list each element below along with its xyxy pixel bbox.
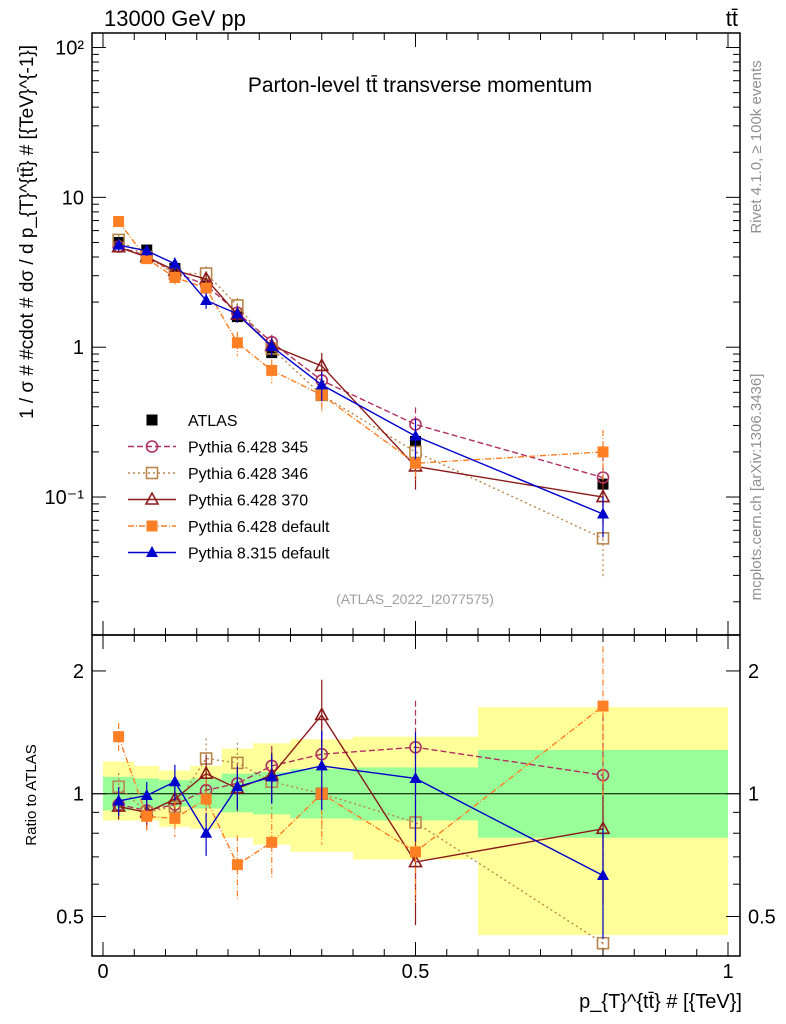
main-y-axis-label: 1 / σ # #cdot # dσ / d p_{T}^{tt̄} # [{T… [17,45,38,419]
pythia-6-428-default-ratio-point [200,793,212,805]
x-tick-label: 1 [722,961,733,983]
legend-marker [145,440,159,453]
ratio-y-tick-label-left: 0.5 [56,906,84,928]
pythia-6-428-370-line [118,246,604,498]
pythia-6-428-default-point [113,216,125,228]
ratio-series-layer [111,646,611,952]
pythia-6-428-default-point [169,271,181,283]
pythia-6-428-default-point [597,446,609,458]
pythia-6-428-default-ratio-point [597,700,609,712]
header-process: tt̄ [726,6,738,31]
pythia-8-315-default-ratio-point [597,869,609,881]
plot-title: Parton-level tt̄ transverse momentum [248,74,592,97]
pythia-8-315-default-point [200,293,213,305]
pythia-8-315-default-ratio-point [409,771,422,783]
x-tick-label: 0.5 [402,961,430,983]
pythia-8-315-default-point [140,244,153,256]
pythia-8-315-default-point [409,429,422,441]
pythia-6-428-370-ratio-point [314,706,330,721]
pythia-6-428-346-line [118,239,604,539]
ratio-y-tick-label-right: 2 [748,661,759,683]
legend-label: ATLAS [188,413,238,430]
legend-marker [146,414,158,426]
pythia-6-428-default-point [200,282,212,294]
pythia-8-315-default-ratio-point [231,780,244,792]
header-energy: 13000 GeV pp [104,6,246,31]
legend-label: Pythia 6.428 345 [188,440,308,457]
pythia-6-428-default-ratio-point [169,812,181,824]
pythia-6-428-default-ratio-point [113,731,125,743]
pythia-8-315-default-ratio-point [140,788,153,800]
pythia-8-315-default-ratio-point [315,759,328,771]
pythia-8-315-default-point [112,238,125,250]
main-y-tick-label: 10² [55,38,84,60]
pythia-8-315-default-ratio-point [112,794,125,806]
ratio-y-axis-label: Ratio to ATLAS [23,744,40,845]
legend-marker [145,466,159,480]
legend-label: Pythia 8.315 default [188,546,330,563]
pythia-8-315-default-ratio-point [168,775,181,787]
legend-label: Pythia 6.428 346 [188,466,308,483]
pythia-8-315-default-ratio-point [200,826,213,838]
analysis-label: (ATLAS_2022_I2077575) [336,591,494,607]
ratio-y-tick-label-right: 0.5 [748,906,776,928]
ratio-axes: 0.5 0.5 1 1 2 2 0 0.5 1 [56,33,776,983]
pythia-6-428-default-ratio-point [141,810,153,822]
pythia-6-428-370-point [314,357,330,372]
pythia-6-428-370-ratio-point [198,765,214,779]
pythia-6-428-default-point [231,337,243,349]
legend-marker [144,491,160,505]
pythia-6-428-default-point [141,253,153,265]
pythia-8-315-default-point [168,257,181,269]
x-tick-label: 0 [97,961,108,983]
ratio-y-tick-label-right: 1 [748,784,759,806]
legend-label: Pythia 6.428 370 [188,493,308,510]
legend-marker [146,546,158,557]
pythia-8-315-default-point [597,507,609,519]
pythia-8-315-default-point [315,378,328,390]
pythia-6-428-default-ratio-point [410,846,421,858]
main-y-tick-label: 10 [62,187,84,209]
legend: ATLAS Pythia 6.428 345 Pythia 6.428 346 Pyt… [128,413,330,563]
main-y-tick-label: 10⁻¹ [45,487,85,509]
main-series-layer [111,216,611,578]
pythia-6-428-default-ratio-point [266,836,278,848]
main-axes: 10⁻¹ 1 10 10² [45,38,740,603]
pythia-8-315-default-ratio-point [265,770,278,782]
pythia-6-428-370-ratio-point [408,853,423,868]
rivet-label: Rivet 4.1.0, ≥ 100k events [748,60,765,233]
ratio-y-tick-label-left: 1 [73,784,84,806]
pythia-8-315-default-point [265,340,278,352]
ratio-y-tick-label-left: 2 [73,661,84,683]
mcplots-label: mcplots.cern.ch [arXiv:1306.3436] [748,374,765,601]
main-y-tick-label: 1 [73,337,84,359]
x-axis-label: p_{T}^{tt̄} # [{TeV}] [579,991,742,1013]
pythia-6-428-default-ratio-point [231,859,243,871]
pythia-6-428-default-point [266,364,278,376]
legend-label: Pythia 6.428 default [188,519,330,536]
legend-marker [146,520,158,532]
pythia-6-428-default-point [410,457,421,469]
pythia-8-315-default-point [231,307,244,319]
